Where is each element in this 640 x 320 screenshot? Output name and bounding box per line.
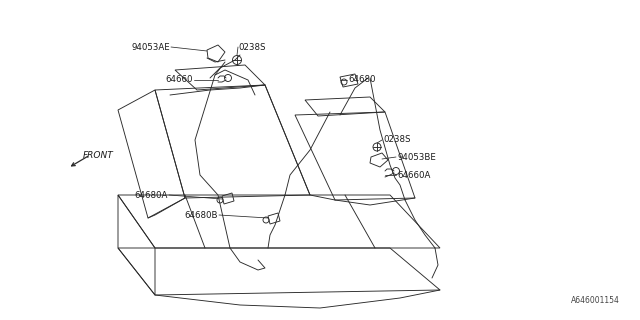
Text: 64680B: 64680B <box>184 211 218 220</box>
Text: FRONT: FRONT <box>83 150 114 159</box>
Text: 94053BE: 94053BE <box>397 153 436 162</box>
Text: 0238S: 0238S <box>383 135 410 145</box>
Text: 64680A: 64680A <box>134 190 168 199</box>
Text: 0238S: 0238S <box>238 43 266 52</box>
Text: 64660A: 64660A <box>397 171 430 180</box>
Text: 64680: 64680 <box>348 76 376 84</box>
Text: A646001154: A646001154 <box>571 296 620 305</box>
Text: 94053AE: 94053AE <box>131 43 170 52</box>
Text: 64660: 64660 <box>166 76 193 84</box>
